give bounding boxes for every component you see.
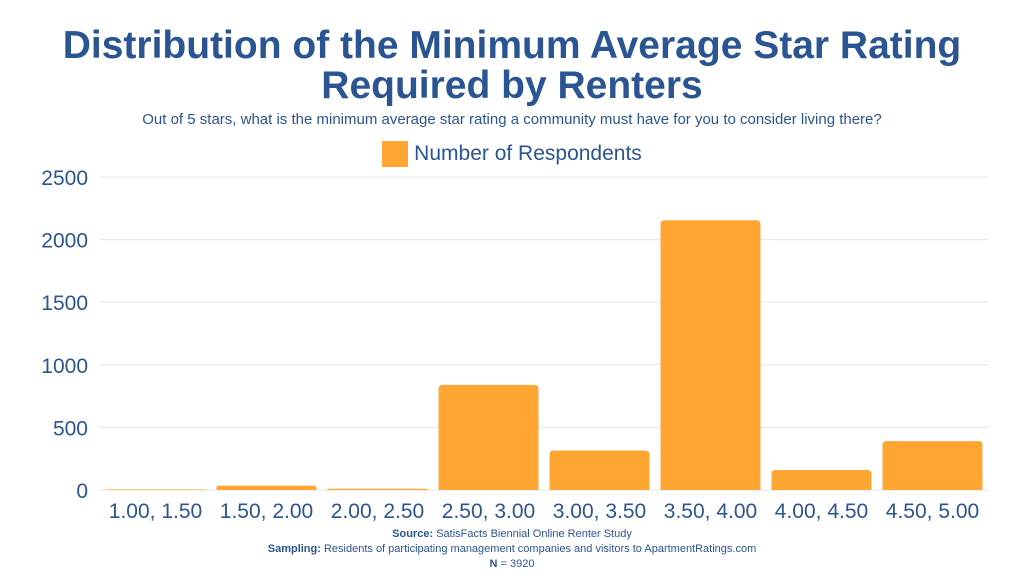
bar-6 <box>660 220 761 490</box>
legend-swatch <box>382 141 409 167</box>
bar-1 <box>105 489 206 490</box>
footer-sampling-label: Sampling: <box>267 543 321 555</box>
chart-subtitle: Out of 5 stars, what is the minimum aver… <box>142 111 882 128</box>
bar-2 <box>216 485 317 490</box>
bar-4 <box>438 384 539 490</box>
footer-source: Source: SatisFacts Biennial Online Rente… <box>0 528 1024 540</box>
bar-7 <box>771 469 872 490</box>
footer-n-label: N <box>489 558 498 570</box>
footer-source-label: Source: <box>392 528 434 540</box>
x-tick-label: 2.00, 2.50 <box>331 500 424 523</box>
x-tick-label: 4.00, 4.50 <box>775 500 868 523</box>
x-tick-label: 3.50, 4.00 <box>664 500 757 523</box>
y-tick-label: 1500 <box>41 292 88 315</box>
y-tick-label: 0 <box>76 480 88 503</box>
chart-title-line-1: Distribution of the Minimum Average Star… <box>62 24 962 67</box>
x-tick-label: 2.50, 3.00 <box>442 500 535 523</box>
footer-n-value: = 3920 <box>500 558 535 570</box>
bar-5 <box>549 450 650 490</box>
y-tick-label: 1000 <box>41 355 88 378</box>
footer-sampling-value: Residents of participating management co… <box>323 543 757 555</box>
chart-title: Distribution of the Minimum Average Star… <box>0 26 1024 106</box>
bar-8 <box>882 441 983 490</box>
legend-label: Number of Respondents <box>414 142 642 165</box>
bar-3 <box>327 488 428 490</box>
footer-sampling: Sampling: Residents of participating man… <box>0 543 1024 555</box>
y-tick-label: 2500 <box>41 167 88 190</box>
y-tick-label: 500 <box>53 417 88 440</box>
footer-n: N = 3920 <box>0 558 1024 570</box>
x-tick-label: 4.50, 5.00 <box>886 500 979 523</box>
x-tick-label: 1.50, 2.00 <box>220 500 313 523</box>
x-tick-label: 1.00, 1.50 <box>109 500 202 523</box>
footer-source-value: SatisFacts Biennial Online Renter Study <box>436 528 632 540</box>
y-tick-label: 2000 <box>41 230 88 253</box>
x-tick-label: 3.00, 3.50 <box>553 500 646 523</box>
chart-legend: Number of Respondents <box>0 141 1024 167</box>
chart-title-line-2: Required by Renters <box>321 64 703 107</box>
